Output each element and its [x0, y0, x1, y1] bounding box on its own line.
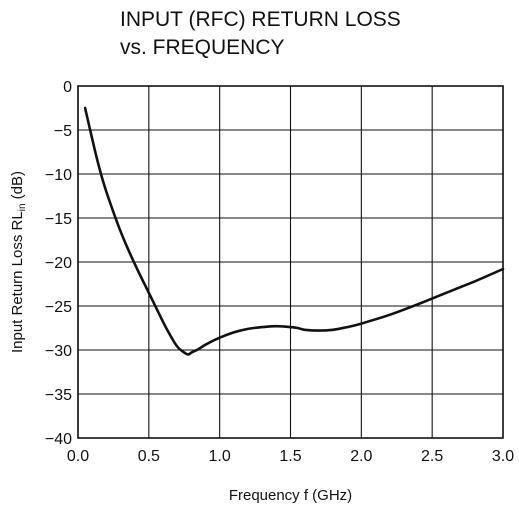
y-tick-label: −40	[45, 431, 72, 448]
x-axis-label: Frequency f (GHz)	[229, 487, 352, 504]
y-tick-label: −25	[45, 299, 72, 316]
x-tick-label: 3.0	[492, 448, 514, 465]
y-axis-label-unit: (dB)	[9, 171, 26, 204]
y-tick-label: −15	[45, 211, 72, 228]
y-tick-label: −10	[45, 167, 72, 184]
x-tick-labels: 0.0 0.5 1.0 1.5 2.0 2.5 3.0	[67, 448, 514, 465]
y-tick-label: −30	[45, 343, 72, 360]
grid-lines	[77, 85, 504, 439]
y-axis-label-subscript: in	[17, 203, 28, 211]
y-axis-label-main: Input Return Loss RL	[9, 211, 26, 353]
y-tick-label: 0	[63, 79, 72, 96]
chart-title-line-1: INPUT (RFC) RETURN LOSS	[120, 8, 401, 31]
x-tick-label: 1.5	[279, 448, 301, 465]
y-tick-label: −35	[45, 387, 72, 404]
y-tick-label: −20	[45, 255, 72, 272]
x-tick-label: 0.0	[67, 448, 89, 465]
x-tick-label: 2.5	[421, 448, 443, 465]
y-tick-label: −5	[54, 123, 72, 140]
x-tick-label: 0.5	[138, 448, 160, 465]
chart-title-line-2: vs. FREQUENCY	[120, 36, 285, 59]
x-tick-label: 2.0	[350, 448, 372, 465]
y-axis-label: Input Return Loss RLin (dB)	[9, 171, 28, 353]
chart-title: INPUT (RFC) RETURN LOSS vs. FREQUENCY	[120, 6, 401, 62]
x-tick-label: 1.0	[209, 448, 231, 465]
series-line-return-loss	[83, 106, 505, 356]
y-tick-labels: 0 −5 −10 −15 −20 −25 −30 −35 −40	[45, 79, 72, 448]
plot-frame	[77, 85, 504, 439]
